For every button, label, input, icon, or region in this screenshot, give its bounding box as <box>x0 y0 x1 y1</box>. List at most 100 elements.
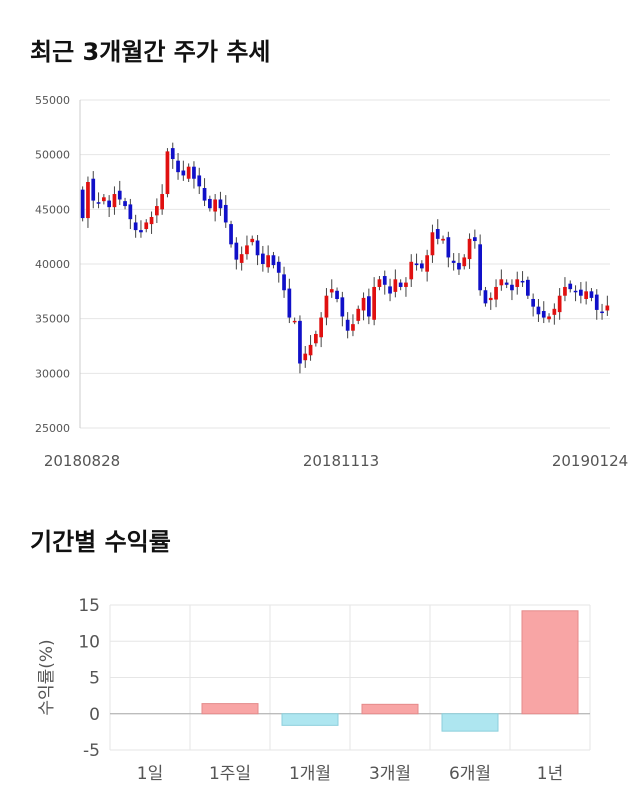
candle-up <box>547 316 551 320</box>
candle-down <box>298 320 302 364</box>
candle-up <box>245 245 249 255</box>
candle-up <box>324 295 329 318</box>
candle-down <box>271 255 276 266</box>
candle-up <box>313 333 318 344</box>
candle-up <box>351 324 355 331</box>
candle-down <box>218 199 223 209</box>
candle-up <box>213 199 218 212</box>
returns-chart-grid <box>109 604 591 751</box>
return-bar <box>201 703 259 715</box>
candle-up <box>425 255 430 272</box>
price-trend-title: 최근 3개월간 주가 추세 <box>30 38 271 66</box>
candle-down <box>483 290 488 304</box>
candle-up <box>165 151 170 195</box>
price-chart-grid <box>79 99 610 429</box>
candle-up <box>303 353 308 361</box>
candle-down <box>255 240 260 256</box>
candle-up <box>404 282 408 287</box>
candle-up <box>329 289 334 293</box>
y-tick-label: 30000 <box>35 367 70 380</box>
x-tick-label: 6개월 <box>449 764 491 784</box>
candle-down <box>510 284 514 291</box>
candle-up <box>393 279 398 292</box>
returns-title: 기간별 수익률 <box>30 528 171 556</box>
candle-up <box>557 295 562 313</box>
candle-up <box>563 286 567 296</box>
candle-down <box>123 201 127 207</box>
candle-up <box>515 279 520 287</box>
candle-down <box>181 170 186 176</box>
candle-down <box>197 175 202 187</box>
y-tick-label: -5 <box>83 741 100 761</box>
candle-down <box>170 148 175 160</box>
candle-down <box>276 261 281 273</box>
y-tick-label: 5 <box>89 669 100 689</box>
price-candlestick-chart: 25000 30000 35000 40000 45000 50000 55000 2018… <box>35 94 628 470</box>
candle-down <box>573 290 578 293</box>
candle-down <box>287 288 292 318</box>
candle-down <box>451 260 456 263</box>
x-tick-label: 20181113 <box>303 452 379 470</box>
candle-down <box>176 160 180 173</box>
candle-up <box>101 197 106 202</box>
candle-up <box>494 286 498 300</box>
return-bar <box>521 610 579 715</box>
candle-down <box>525 279 530 296</box>
candle-down <box>345 319 350 331</box>
candle-down <box>366 296 371 317</box>
x-tick-label: 20180828 <box>44 452 120 470</box>
candle-down <box>91 178 96 201</box>
return-bar <box>441 713 499 732</box>
candle-up <box>462 257 467 267</box>
candle-down <box>133 222 138 231</box>
candle-up <box>377 279 382 287</box>
price-chart-y-ticks: 25000 30000 35000 40000 45000 50000 55000 <box>35 94 70 435</box>
candle-down <box>192 166 196 179</box>
candle-up <box>409 261 414 280</box>
candle-down <box>419 263 424 269</box>
candle-down <box>340 297 345 317</box>
candle-up <box>441 238 445 241</box>
candle-down <box>594 294 599 310</box>
candle-up <box>239 254 244 263</box>
candle-down <box>388 286 392 294</box>
y-tick-label: 25000 <box>35 422 70 435</box>
candle-down <box>541 311 546 318</box>
candle-down <box>398 282 403 287</box>
candle-up <box>430 232 435 256</box>
candle-down <box>578 289 583 296</box>
candle-up <box>112 194 117 208</box>
candle-down <box>223 204 228 223</box>
x-tick-label: 3개월 <box>369 764 411 784</box>
candle-down <box>536 306 541 315</box>
candle-down <box>207 198 212 209</box>
candle-up <box>356 308 361 321</box>
candle-down <box>568 283 573 290</box>
candle-up <box>361 297 366 311</box>
candle-up <box>144 222 149 230</box>
candle-down <box>382 276 387 285</box>
price-chart-candles <box>80 142 610 374</box>
return-bar <box>361 703 419 715</box>
y-tick-label: 35000 <box>35 313 70 326</box>
candle-down <box>446 237 451 258</box>
x-tick-label: 1개월 <box>289 764 331 784</box>
candle-down <box>414 263 419 266</box>
candle-down <box>457 262 461 270</box>
returns-chart-labels: -5 0 5 10 15 1일 1주일 1개월 3개월 6개월 1년 수익률(%) <box>37 596 563 784</box>
candle-up <box>552 308 557 315</box>
candle-down <box>260 253 265 264</box>
candle-down <box>229 224 233 245</box>
candle-down <box>600 311 604 314</box>
candle-down <box>335 290 339 299</box>
x-tick-label: 1주일 <box>209 764 251 784</box>
candle-up <box>154 206 159 216</box>
price-chart-x-ticks: 20180828 20181113 20190124 <box>44 452 628 470</box>
candle-up <box>149 216 154 225</box>
y-tick-label: 0 <box>89 705 100 725</box>
returns-chart-bars <box>201 610 579 732</box>
candle-down <box>80 189 85 219</box>
y-tick-label: 15 <box>78 596 100 616</box>
y-tick-label: 45000 <box>35 203 70 216</box>
candle-down <box>117 190 122 200</box>
